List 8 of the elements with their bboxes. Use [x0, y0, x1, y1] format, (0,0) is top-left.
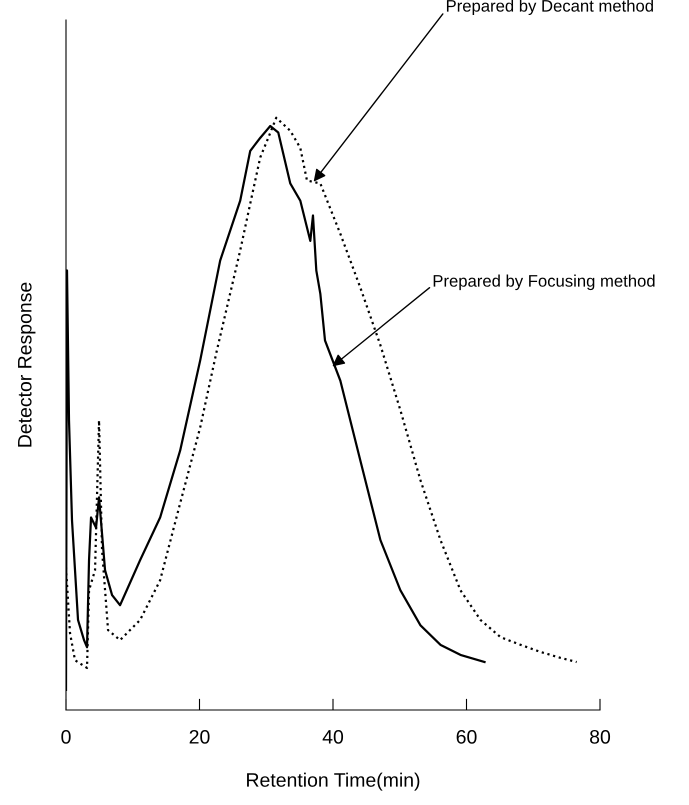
x-axis-title: Retention Time(min) — [247, 772, 420, 791]
x-tick-label: 60 — [456, 730, 477, 744]
x-tick-label: 20 — [190, 730, 210, 744]
x-tick-label: 0 — [61, 730, 71, 744]
x-tick-label: 40 — [322, 730, 344, 744]
x-tick-label: 80 — [590, 730, 610, 744]
annotation: Prepared by Focusing method — [434, 274, 655, 290]
y-axis-title: Detector Response — [18, 282, 36, 447]
